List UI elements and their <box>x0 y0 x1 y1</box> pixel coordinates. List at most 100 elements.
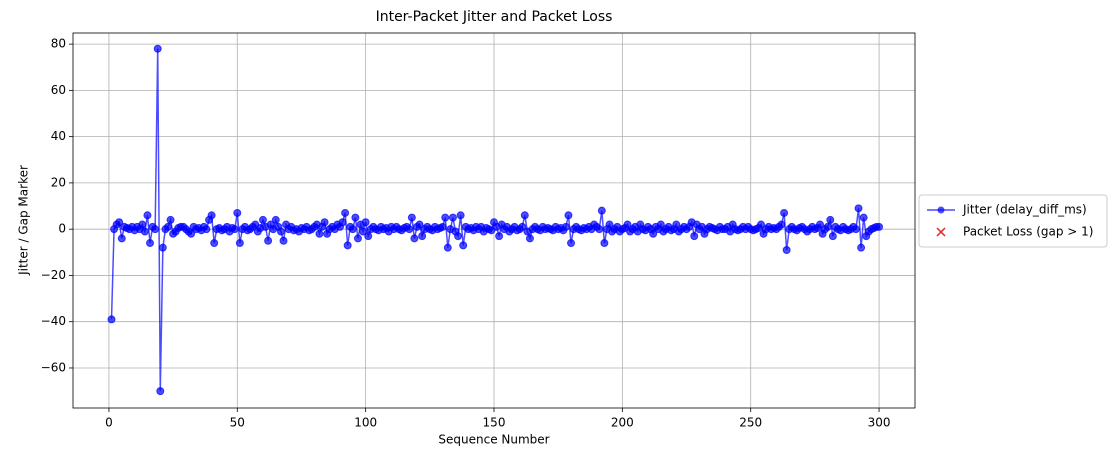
legend-label: Packet Loss (gap > 1) <box>963 225 1093 239</box>
data-point <box>338 218 347 227</box>
data-point <box>156 387 165 396</box>
data-point <box>438 222 447 231</box>
y-tick-label: 0 <box>58 222 66 236</box>
data-point <box>359 227 368 236</box>
y-tick-label: −20 <box>41 268 66 282</box>
data-point <box>341 208 350 217</box>
data-point <box>343 241 352 250</box>
data-point <box>405 225 414 234</box>
data-point <box>649 229 658 238</box>
data-point <box>816 220 825 229</box>
data-point <box>364 232 373 241</box>
data-point <box>166 215 175 224</box>
data-point <box>561 222 570 231</box>
data-point <box>407 213 416 222</box>
data-point <box>163 222 172 231</box>
data-point <box>623 220 632 229</box>
data-point <box>780 208 789 217</box>
data-point <box>158 243 167 252</box>
data-point <box>271 215 280 224</box>
legend-marker <box>936 227 946 237</box>
data-point <box>276 227 285 236</box>
y-tick-label: 80 <box>51 37 66 51</box>
data-point <box>187 229 196 238</box>
data-point <box>690 232 699 241</box>
data-point <box>146 239 155 248</box>
x-tick-label: 200 <box>611 416 634 430</box>
data-point <box>826 215 835 224</box>
data-point <box>107 315 116 324</box>
data-point <box>210 239 219 248</box>
x-axis-label: Sequence Number <box>438 433 549 447</box>
plot-frame <box>72 32 916 409</box>
x-tick-label: 300 <box>868 416 891 430</box>
data-point <box>828 232 837 241</box>
data-point <box>459 241 468 250</box>
y-tick-label: −60 <box>41 360 66 374</box>
data-point <box>518 222 527 231</box>
data-point <box>777 220 786 229</box>
data-point <box>600 239 609 248</box>
data-point <box>351 213 360 222</box>
legend-box <box>918 194 1108 248</box>
data-point <box>279 236 288 245</box>
data-point <box>138 220 147 229</box>
x-tick-label: 100 <box>354 416 377 430</box>
data-point <box>151 225 160 234</box>
data-point <box>235 239 244 248</box>
data-point <box>441 213 450 222</box>
x-tick-label: 50 <box>230 416 245 430</box>
data-point <box>756 220 765 229</box>
data-point <box>823 222 832 231</box>
data-point <box>782 245 791 254</box>
x-tick-label: 0 <box>105 416 113 430</box>
data-point <box>597 206 606 215</box>
legend-label: Jitter (delay_diff_ms) <box>962 203 1087 217</box>
data-point <box>230 225 239 234</box>
y-tick-label: 20 <box>51 175 66 189</box>
data-point <box>454 232 463 241</box>
data-point <box>264 236 273 245</box>
data-point <box>605 220 614 229</box>
data-point <box>854 204 863 213</box>
data-point <box>525 234 534 243</box>
data-point <box>320 218 329 227</box>
data-point <box>315 229 324 238</box>
data-point <box>448 213 457 222</box>
data-point <box>564 211 573 220</box>
data-point <box>258 215 267 224</box>
data-point <box>443 243 452 252</box>
data-point <box>410 234 419 243</box>
data-point <box>202 225 211 234</box>
data-point <box>875 222 884 231</box>
y-tick-label: 60 <box>51 83 66 97</box>
data-point <box>115 218 124 227</box>
data-point <box>859 213 868 222</box>
y-axis-label: Jitter / Gap Marker <box>17 165 31 276</box>
data-point <box>140 227 149 236</box>
data-point <box>233 208 242 217</box>
data-point <box>656 220 665 229</box>
x-tick-label: 150 <box>483 416 506 430</box>
data-point <box>672 220 681 229</box>
data-point <box>851 225 860 234</box>
data-point <box>415 220 424 229</box>
data-point <box>153 44 162 53</box>
x-tick-label: 250 <box>739 416 762 430</box>
data-point <box>567 239 576 248</box>
data-point <box>456 211 465 220</box>
y-tick-label: −40 <box>41 314 66 328</box>
data-point <box>495 232 504 241</box>
data-point <box>418 232 427 241</box>
data-point <box>595 225 604 234</box>
y-tick-label: 40 <box>51 129 66 143</box>
data-point <box>143 211 152 220</box>
chart-title: Inter-Packet Jitter and Packet Loss <box>376 9 613 25</box>
data-point <box>520 211 529 220</box>
legend-marker <box>937 206 945 214</box>
data-point <box>361 218 370 227</box>
data-point <box>117 234 126 243</box>
data-point <box>207 211 216 220</box>
